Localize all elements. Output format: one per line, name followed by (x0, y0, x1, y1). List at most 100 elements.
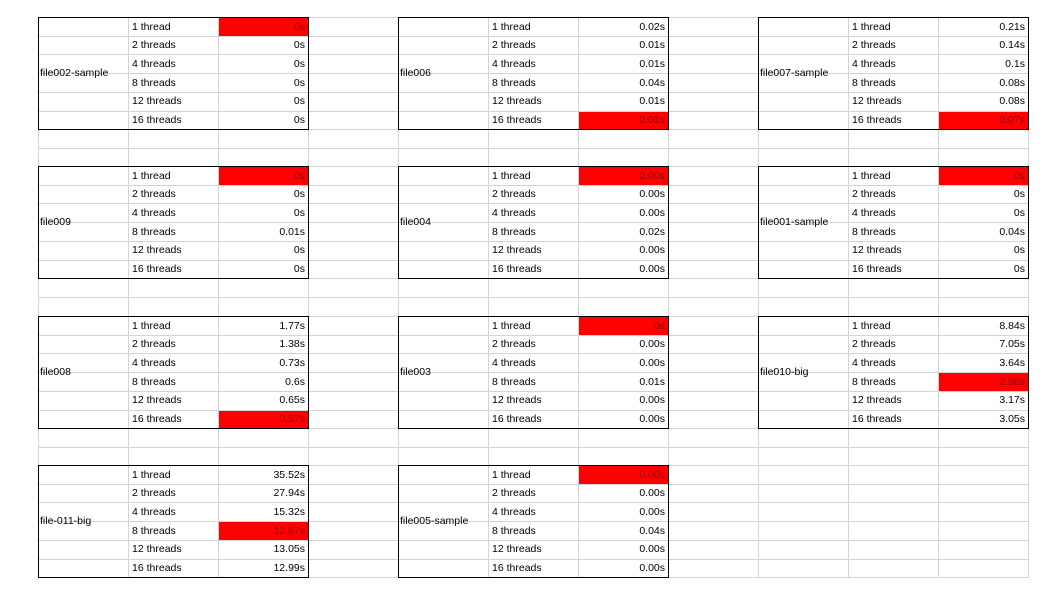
block-border-bottom (758, 129, 1029, 131)
block-border-bottom (38, 428, 309, 430)
time-cell: 8.84s (999, 319, 1025, 332)
gridline-horizontal (38, 521, 1028, 522)
time-cell: 0.08s (999, 95, 1025, 108)
file-name-label: file003 (400, 365, 431, 378)
thread-count-cell: 12 threads (132, 543, 182, 556)
block-border-right (308, 316, 309, 430)
block-border-right (1028, 166, 1029, 280)
time-cell: 0s (293, 188, 305, 201)
block-border-left (38, 465, 39, 579)
thread-count-cell: 16 threads (132, 562, 182, 575)
thread-count-cell: 1 thread (132, 468, 171, 481)
time-cell: 0.00s (639, 206, 665, 219)
fastest-time-cell: 0.00s (579, 466, 668, 484)
gridline-horizontal (38, 73, 1028, 74)
fastest-time-cell: 0s (219, 18, 308, 36)
block-border-bottom (758, 428, 1029, 430)
file-name-label: file-011-big (40, 514, 92, 527)
time-cell: 0s (293, 263, 305, 276)
time-cell: 0s (1013, 263, 1025, 276)
gridline-vertical (668, 17, 669, 578)
time-cell: 7.05s (999, 338, 1025, 351)
fastest-time-cell: 0s (219, 167, 308, 185)
time-cell: 0.01s (639, 57, 665, 70)
thread-count-cell: 16 threads (492, 114, 542, 127)
thread-count-cell: 4 threads (852, 57, 896, 70)
file-name-label: file005-sample (400, 514, 469, 527)
block-border-right (308, 166, 309, 280)
time-cell: 0.21s (999, 20, 1025, 33)
fastest-time-cell: 2.98s (939, 373, 1028, 391)
thread-count-cell: 8 threads (132, 524, 176, 537)
time-cell: 0.01s (279, 225, 305, 238)
thread-count-cell: 12 threads (492, 244, 542, 257)
fastest-time-cell: 0s (939, 167, 1028, 185)
block-border-left (398, 316, 399, 430)
block-border-left (38, 316, 39, 430)
time-cell: 3.64s (999, 356, 1025, 369)
time-cell: 0.04s (639, 524, 665, 537)
block-border-top (38, 316, 309, 317)
thread-count-cell: 16 threads (852, 413, 902, 426)
thread-count-cell: 8 threads (492, 76, 536, 89)
thread-count-cell: 16 threads (132, 413, 182, 426)
thread-count-cell: 2 threads (492, 188, 536, 201)
thread-count-cell: 1 thread (492, 319, 531, 332)
thread-count-cell: 1 thread (852, 319, 891, 332)
file-name-label: file001-sample (760, 215, 829, 228)
fastest-time-cell: 0.00s (579, 167, 668, 185)
time-cell: 0.02s (639, 20, 665, 33)
thread-count-cell: 1 thread (492, 169, 531, 182)
thread-count-cell: 12 threads (852, 394, 902, 407)
time-cell: 27.94s (273, 487, 305, 500)
thread-count-cell: 8 threads (852, 225, 896, 238)
gridline-horizontal (38, 559, 1028, 560)
block-border-top (38, 17, 309, 18)
thread-count-cell: 8 threads (132, 225, 176, 238)
gridline-vertical (38, 17, 39, 578)
thread-count-cell: 1 thread (132, 319, 171, 332)
time-cell: 0.00s (639, 562, 665, 575)
file-name-label: file008 (40, 365, 71, 378)
gridline-vertical (578, 17, 579, 578)
block-border-bottom (758, 278, 1029, 280)
time-cell: 0.6s (285, 375, 305, 388)
thread-count-cell: 4 threads (492, 505, 536, 518)
gridline-vertical (758, 17, 759, 578)
time-cell: 0.01s (639, 39, 665, 52)
block-border-left (758, 316, 759, 430)
time-cell: 0.00s (639, 338, 665, 351)
time-cell: 15.32s (273, 505, 305, 518)
block-border-right (308, 17, 309, 131)
time-cell: 0.73s (279, 356, 305, 369)
file-name-label: file007-sample (760, 66, 829, 79)
thread-count-cell: 1 thread (132, 169, 171, 182)
block-border-bottom (398, 278, 669, 280)
thread-count-cell: 12 threads (492, 95, 542, 108)
time-cell: 0.01s (639, 375, 665, 388)
time-cell: 0.00s (639, 244, 665, 257)
time-cell: 35.52s (273, 468, 305, 481)
time-cell: 0s (293, 57, 305, 70)
thread-count-cell: 2 threads (132, 487, 176, 500)
gridline-horizontal (38, 36, 1028, 37)
block-border-left (758, 17, 759, 131)
time-cell: 12.99s (273, 562, 305, 575)
thread-count-cell: 1 thread (132, 20, 171, 33)
block-border-top (398, 166, 669, 167)
thread-count-cell: 2 threads (852, 39, 896, 52)
thread-count-cell: 2 threads (852, 338, 896, 351)
gridline-horizontal (38, 335, 1028, 336)
block-border-left (398, 17, 399, 131)
gridline-horizontal (38, 54, 1028, 55)
gridline-horizontal (38, 353, 1028, 354)
thread-count-cell: 1 thread (852, 20, 891, 33)
time-cell: 0.00s (639, 356, 665, 369)
time-cell: 13.05s (273, 543, 305, 556)
time-cell: 0s (293, 39, 305, 52)
block-border-right (668, 17, 669, 131)
gridline-horizontal (38, 148, 1028, 149)
block-border-right (308, 465, 309, 579)
file-name-label: file010-big (760, 365, 809, 378)
